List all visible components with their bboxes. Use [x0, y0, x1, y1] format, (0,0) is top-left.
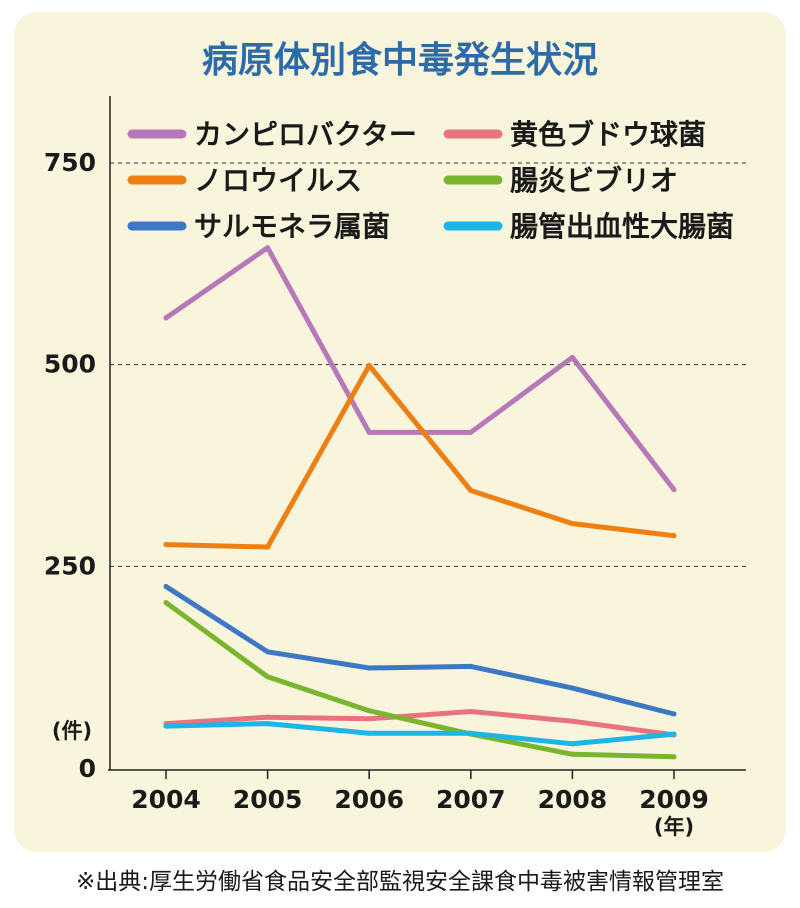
data-point-4-2006: [366, 665, 372, 671]
data-point-2-2008: [569, 521, 575, 527]
x-unit-label: (年): [654, 815, 694, 839]
data-point-5-2005: [265, 721, 271, 727]
series-line-5: [163, 721, 677, 747]
data-point-4-2008: [569, 685, 575, 691]
data-point-2-2004: [163, 542, 169, 548]
data-point-0-2009: [671, 487, 677, 493]
data-point-5-2004: [163, 723, 169, 729]
axes: [108, 96, 746, 779]
data-point-1-2006: [366, 716, 372, 722]
data-point-0-2007: [468, 429, 474, 435]
data-point-5-2009: [671, 731, 677, 737]
x-tick-label-2004: 2004: [131, 785, 201, 814]
chart-title: 病原体別食中毒発生状況: [202, 40, 598, 81]
y-tick-label-750: 750: [44, 148, 96, 177]
data-point-2-2009: [671, 533, 677, 539]
data-point-3-2009: [671, 754, 677, 760]
y-tick-label-250: 250: [44, 551, 96, 580]
series-line-4: [163, 584, 677, 717]
series-line-0: [163, 245, 677, 493]
legend-label-3: 腸炎ビブリオ: [510, 164, 678, 197]
data-point-5-2007: [468, 730, 474, 736]
y-unit-label: (件): [52, 719, 92, 743]
data-point-4-2007: [468, 663, 474, 669]
x-tick-label-2008: 2008: [538, 785, 608, 814]
data-point-3-2005: [265, 674, 271, 680]
data-point-4-2004: [163, 584, 169, 589]
legend-label-4: サルモネラ属菌: [194, 210, 390, 243]
data-point-4-2009: [671, 711, 677, 717]
axis-labels: 0 250 500 750 2004 2005 2006 2007 2008 2009 (件) (年): [44, 148, 709, 839]
data-point-5-2006: [366, 730, 372, 736]
series-lines: [163, 245, 677, 760]
series-line-1: [163, 709, 677, 738]
legend-label-0: カンピロバクター: [194, 118, 417, 151]
data-point-2-2005: [265, 544, 271, 550]
series-line-3: [163, 600, 677, 760]
data-point-1-2007: [468, 709, 474, 715]
data-point-1-2005: [265, 714, 271, 720]
x-tick-label-2006: 2006: [334, 785, 404, 814]
data-point-3-2004: [163, 600, 169, 606]
series-line-2: [163, 363, 677, 550]
gridlines: [110, 162, 746, 567]
data-point-3-2006: [366, 708, 372, 714]
x-tick-label-2005: 2005: [233, 785, 303, 814]
data-point-1-2008: [569, 718, 575, 724]
y-tick-label-0: 0: [79, 754, 96, 783]
y-tick-label-500: 500: [44, 350, 96, 379]
legend-label-2: ノロウイルス: [194, 164, 362, 197]
data-point-0-2004: [163, 315, 169, 321]
data-point-4-2005: [265, 649, 271, 655]
data-point-0-2006: [366, 429, 372, 435]
data-point-2-2007: [468, 488, 474, 494]
legend-label-1: 黄色ブドウ球菌: [510, 118, 706, 151]
data-point-5-2008: [569, 741, 575, 747]
x-tick-label-2007: 2007: [436, 785, 506, 814]
data-point-3-2008: [569, 751, 575, 757]
data-point-0-2005: [265, 245, 271, 251]
x-tick-label-2009: 2009: [639, 785, 709, 814]
legend-label-5: 腸管出血性大腸菌: [510, 210, 734, 243]
data-point-0-2008: [569, 354, 575, 360]
source-note: ※出典:厚生労働省食品安全部監視安全課食中毒被害情報管理室: [75, 869, 725, 895]
data-point-2-2006: [366, 362, 372, 368]
